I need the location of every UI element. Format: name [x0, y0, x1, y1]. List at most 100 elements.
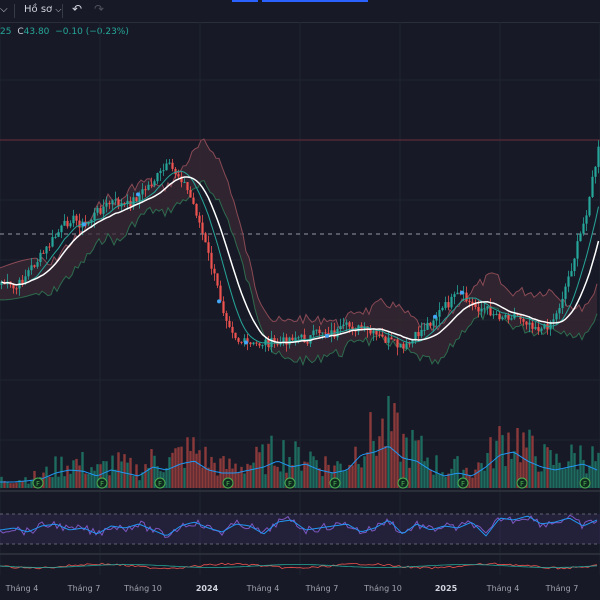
candle-body: [471, 301, 474, 304]
candle-body: [156, 173, 159, 182]
candle-body: [579, 233, 582, 242]
candle-body: [408, 343, 411, 345]
candle-body: [123, 203, 126, 205]
candle-body: [252, 342, 255, 345]
candle-body: [348, 322, 351, 327]
candle-body: [549, 321, 552, 330]
volume-bar: [483, 470, 486, 488]
time-axis-label: Tháng 10: [124, 584, 162, 593]
volume-bar: [180, 446, 183, 488]
moving-averages: [1, 170, 600, 344]
candle-body: [87, 222, 90, 225]
candle-body: [285, 337, 288, 345]
volume-bar: [417, 440, 420, 488]
close-prefix: C: [17, 27, 24, 37]
candle-body: [90, 220, 93, 223]
candle-body: [531, 322, 534, 329]
volume-bar: [411, 429, 414, 488]
volume-bar: [105, 461, 108, 488]
candle-body: [141, 189, 144, 195]
candle-body: [420, 329, 423, 337]
candle-body: [345, 322, 348, 325]
pane-separator[interactable]: [0, 553, 600, 555]
volume-bar: [471, 477, 474, 488]
volume-bar: [84, 473, 87, 488]
volume-bar: [357, 464, 360, 488]
volume-bar: [255, 446, 258, 488]
volume-bar: [312, 456, 315, 488]
candle-body: [48, 246, 51, 248]
candle-body: [444, 302, 447, 308]
volume-bar: [75, 458, 78, 488]
volume-bar: [48, 476, 51, 488]
candle-body: [321, 332, 324, 334]
redo-icon[interactable]: ↷: [94, 2, 105, 16]
volume-bar: [573, 453, 576, 488]
volume-bar: [498, 426, 501, 488]
active-tab-indicator: [232, 0, 258, 2]
profile-button[interactable]: Hồ sơ ⌵: [24, 4, 61, 15]
candle-body: [432, 320, 435, 326]
volume-bar: [309, 451, 312, 488]
slow-ma-line: [1, 176, 600, 344]
candle-body: [237, 338, 240, 342]
volume-bar: [534, 456, 537, 488]
bottom-indicator-line: [0, 562, 598, 570]
volume-bar: [141, 472, 144, 488]
volume-bar: [306, 462, 309, 488]
volume-bar: [423, 461, 426, 488]
candle-body: [33, 265, 36, 267]
candle-body: [66, 220, 69, 227]
volume-bar: [546, 447, 549, 488]
volume-bar: [297, 447, 300, 488]
candle-body: [201, 222, 204, 234]
signal-marker: [217, 299, 221, 304]
volume-bar: [249, 465, 252, 488]
candle-body: [306, 342, 309, 344]
volume-bar: [99, 464, 102, 488]
volume-bar: [513, 451, 516, 488]
candle-body: [567, 276, 570, 287]
candle-body: [486, 306, 489, 309]
time-axis[interactable]: Tháng 4 Tháng 7 Tháng 10 2024 Tháng 4 Tháng 7…: [0, 575, 600, 600]
candle-body: [399, 343, 402, 348]
toolbar-separator: [14, 4, 15, 18]
volume-bar: [300, 470, 303, 488]
chevron-down-icon[interactable]: ⌵: [0, 4, 8, 15]
candle-body: [456, 292, 459, 295]
volume-bar: [378, 436, 381, 488]
candle-body: [555, 313, 558, 320]
candle-body: [168, 162, 171, 164]
volume-bar: [354, 446, 357, 488]
undo-icon[interactable]: ↶: [72, 2, 83, 16]
volume-bar: [174, 448, 177, 488]
pane-separator[interactable]: [0, 490, 600, 492]
volume-bar: [201, 467, 204, 488]
volume-bar: [66, 465, 69, 488]
volume-bar: [369, 412, 372, 488]
chevron-down-icon: ⌵: [55, 5, 62, 14]
candle-body: [150, 184, 153, 186]
candle-body: [138, 194, 141, 202]
candle-body: [63, 220, 66, 226]
event-marker-icon: [516, 477, 528, 489]
volume-bar: [393, 403, 396, 488]
volume-bar: [405, 437, 408, 488]
volume-bar: [597, 452, 600, 488]
volume-bar: [171, 452, 174, 488]
candle-body: [369, 329, 372, 334]
candle-body: [522, 319, 525, 322]
volume-bar: [477, 462, 480, 488]
volume-bar: [165, 468, 168, 488]
candle-body: [117, 199, 120, 207]
volume-bar: [396, 412, 399, 488]
candle-body: [111, 200, 114, 205]
volume-bar: [81, 451, 84, 488]
volume-bar: [582, 460, 585, 488]
candle-body: [108, 202, 111, 205]
volume-bar: [126, 462, 129, 488]
legend-fragment: 25: [0, 27, 12, 37]
candle-body: [135, 197, 138, 202]
candle-body: [204, 233, 207, 243]
